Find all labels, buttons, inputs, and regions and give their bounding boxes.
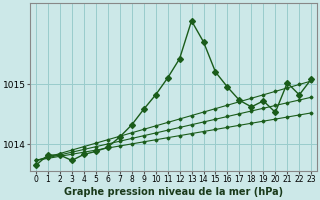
X-axis label: Graphe pression niveau de la mer (hPa): Graphe pression niveau de la mer (hPa) bbox=[64, 187, 283, 197]
